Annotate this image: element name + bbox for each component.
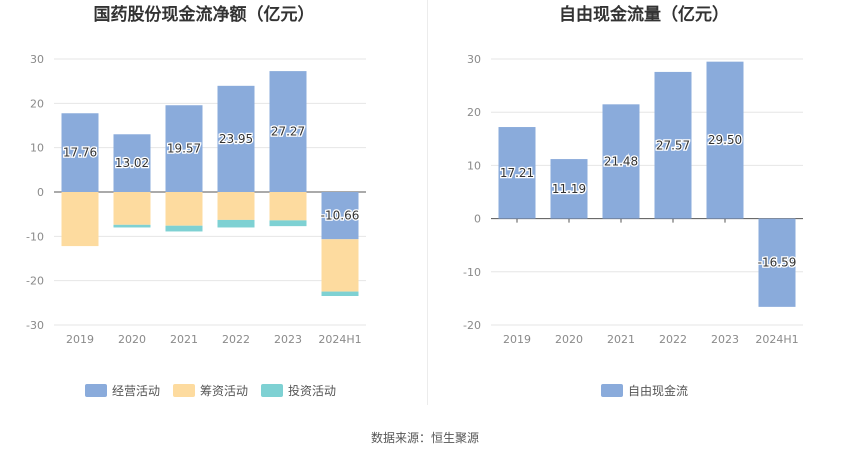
y-tick-label: 20 [30, 97, 44, 110]
data-label: -10.66 [321, 209, 360, 223]
bar-2-2022 [217, 192, 255, 220]
y-tick-label: -20 [26, 275, 44, 288]
x-tick-label: 2022 [659, 333, 687, 346]
data-label: 19.57 [167, 142, 201, 156]
bar-1-2019 [498, 127, 536, 219]
y-tick-label: -10 [26, 230, 44, 243]
data-label: 23.95 [219, 132, 253, 146]
data-label: 11.19 [552, 182, 586, 196]
data-label: -16.59 [758, 256, 797, 270]
x-tick-label: 2021 [607, 333, 635, 346]
x-tick-label: 2022 [222, 333, 250, 346]
data-label: 21.48 [604, 154, 638, 168]
x-tick-label: 2019 [66, 333, 94, 346]
x-tick-label: 2023 [711, 333, 739, 346]
legend-swatch [173, 384, 195, 397]
bar-3-2023 [269, 220, 307, 227]
legend-swatch [85, 384, 107, 397]
bar-1-2019 [61, 113, 99, 192]
data-label: 13.02 [115, 156, 149, 170]
bar-2-2024H1 [321, 239, 359, 292]
bar-1-2021 [165, 105, 203, 192]
chart-title: 国药股份现金流净额（亿元） [94, 4, 315, 25]
legend-label: 投资活动 [288, 383, 336, 398]
bar-1-2024H1 [758, 218, 796, 307]
bar-2-2021 [165, 192, 203, 226]
x-tick-label: 2020 [118, 333, 146, 346]
data-label: 17.21 [500, 166, 534, 180]
x-tick-label: 2020 [555, 333, 583, 346]
y-tick-label: -10 [463, 266, 481, 279]
x-tick-label: 2024H1 [755, 333, 798, 346]
x-tick-label: 2021 [170, 333, 198, 346]
chart-title: 自由现金流量（亿元） [559, 4, 729, 25]
operating-cashflow-chart: 国药股份现金流净额（亿元） 30 20 10 0 -10 -20 -30 2019 2020 202… [26, 4, 366, 398]
bar-2-2020 [113, 192, 151, 225]
y-tick-label: 30 [467, 53, 481, 66]
bar-3-2024H1 [321, 291, 359, 297]
bar-1-2023 [706, 61, 744, 219]
x-tick-label: 2019 [503, 333, 531, 346]
bar-1-2022 [654, 71, 692, 219]
data-label: 17.76 [63, 146, 97, 160]
y-tick-label: 30 [30, 53, 44, 66]
y-tick-label: -30 [26, 319, 44, 332]
data-label: 27.57 [656, 138, 690, 152]
bar-3-2021 [165, 225, 203, 232]
panel-divider [427, 0, 428, 405]
bar-2-2023 [269, 192, 307, 221]
legend-swatch [261, 384, 283, 397]
legend-label: 经营活动 [112, 384, 160, 398]
x-tick-label: 2024H1 [318, 333, 361, 346]
y-tick-label: 0 [474, 213, 481, 226]
bar-1-2023 [269, 71, 307, 192]
y-tick-label: -20 [463, 319, 481, 332]
legend-swatch [601, 384, 623, 397]
y-tick-label: 20 [467, 106, 481, 119]
bar-3-2020 [113, 224, 151, 228]
bar-1-2022 [217, 85, 255, 192]
bar-3-2022 [217, 219, 255, 228]
bar-1-2021 [602, 104, 640, 219]
bar-1-2020 [113, 134, 151, 192]
legend-label: 筹资活动 [200, 384, 248, 398]
free-cashflow-chart: 自由现金流量（亿元） 30 20 10 0 -10 -20 2019 2020 2021 2022 2… [463, 4, 803, 398]
legend-label: 自由现金流 [628, 383, 688, 398]
y-tick-label: 0 [37, 186, 44, 199]
data-label: 27.27 [271, 125, 305, 139]
y-tick-label: 10 [30, 142, 44, 155]
bar-2-2019 [61, 192, 99, 247]
x-tick-label: 2023 [274, 333, 302, 346]
data-label: 29.50 [708, 133, 742, 147]
bar-1-2024H1 [321, 192, 359, 240]
source-note: 数据来源：恒生聚源 [371, 430, 479, 445]
y-tick-label: 10 [467, 159, 481, 172]
bar-1-2020 [550, 159, 588, 219]
